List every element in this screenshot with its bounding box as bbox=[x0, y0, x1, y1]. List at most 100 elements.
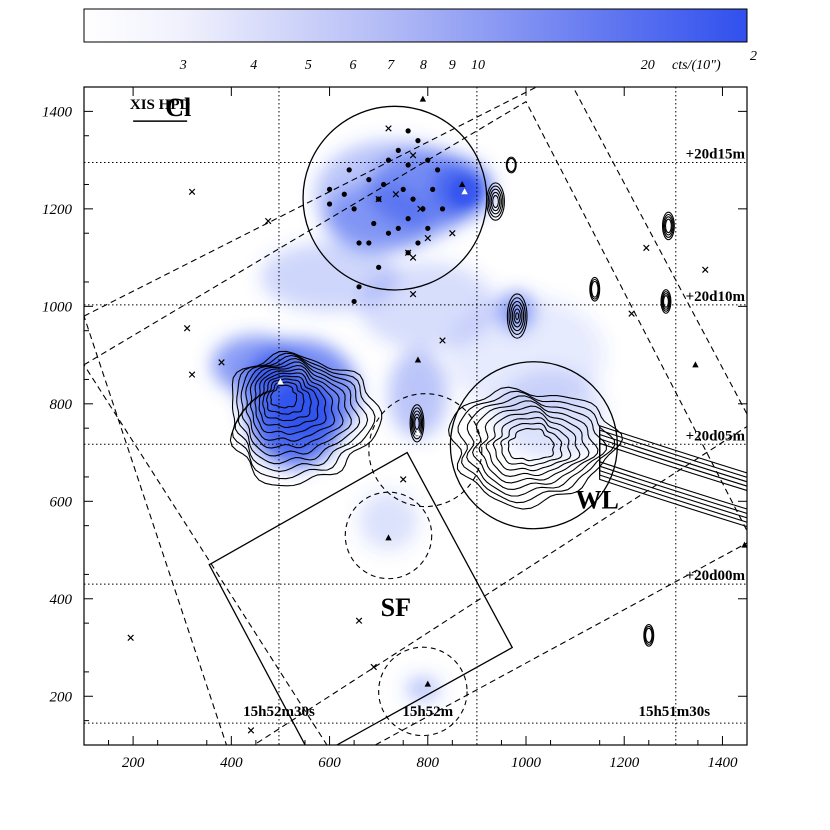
contour-compact-source bbox=[410, 407, 424, 440]
source-cross bbox=[375, 195, 382, 203]
contour-compact-source bbox=[663, 295, 669, 308]
intensity-blob bbox=[388, 349, 448, 439]
source-triangle bbox=[385, 534, 392, 541]
source-dot bbox=[326, 201, 333, 207]
contour-compact-source bbox=[513, 308, 521, 324]
x-tick-label: 1400 bbox=[707, 755, 738, 771]
background-region-circle bbox=[368, 393, 483, 508]
coordinate-grid bbox=[84, 87, 747, 745]
source-cross bbox=[628, 310, 635, 317]
contour-compact-source bbox=[589, 276, 601, 302]
contour-compact-source bbox=[663, 216, 673, 236]
y-tick-label: 600 bbox=[50, 494, 73, 510]
source-dot bbox=[326, 186, 333, 192]
contour-compact-source bbox=[664, 218, 672, 234]
source-triangle-white bbox=[461, 188, 468, 195]
x-tick-label: 1000 bbox=[511, 755, 542, 771]
fov-boundary bbox=[84, 100, 747, 745]
source-cross bbox=[417, 205, 424, 213]
contour-wl-source bbox=[507, 428, 555, 462]
source-cross bbox=[188, 188, 196, 196]
contour-compact-source bbox=[490, 191, 501, 212]
contour-wl-tail bbox=[599, 442, 747, 510]
region-cl-circle bbox=[302, 105, 488, 291]
source-cross bbox=[409, 152, 417, 159]
x-tick-label: 1200 bbox=[609, 755, 640, 771]
y-tick-label: 1400 bbox=[42, 104, 73, 120]
source-dot bbox=[435, 167, 441, 173]
source-triangle bbox=[419, 95, 427, 102]
colorbar-tick-label: 8 bbox=[420, 58, 427, 73]
source-cross bbox=[702, 266, 709, 274]
xis-field-of-view bbox=[84, 87, 747, 745]
source-cross bbox=[392, 191, 400, 198]
contour-compact-source bbox=[643, 623, 655, 647]
contour-compact-source bbox=[644, 627, 653, 644]
contour-compact-source bbox=[409, 404, 425, 443]
source-cross bbox=[409, 290, 417, 298]
dec-label: +20d15m bbox=[686, 147, 746, 163]
ra-label: 15h52m bbox=[402, 704, 453, 720]
contour-compact-source bbox=[662, 213, 674, 238]
contour-wl-source bbox=[478, 405, 590, 484]
colorbar-unit: cts/(10") bbox=[672, 58, 721, 73]
contour-wl-source bbox=[448, 386, 623, 510]
axes: 200 400 600 800 1000 1200 1400 200 400 600 800 1000… bbox=[42, 87, 747, 771]
source-triangle bbox=[692, 361, 699, 368]
contour-compact-source bbox=[506, 157, 516, 173]
source-cross bbox=[643, 244, 650, 252]
fov-boundary bbox=[84, 87, 747, 745]
contour-lines bbox=[229, 156, 747, 647]
source-triangle-white bbox=[414, 429, 422, 436]
contour-wl-tail bbox=[599, 433, 747, 519]
source-dot bbox=[395, 225, 401, 231]
colorbar-tick-label: 6 bbox=[349, 58, 356, 73]
region-label-sf: SF bbox=[381, 593, 411, 622]
colorbar-tick-label: 7 bbox=[387, 58, 395, 73]
source-cross bbox=[399, 476, 407, 483]
source-cross bbox=[409, 254, 417, 261]
hpd-label: XIS HPD bbox=[130, 97, 191, 113]
source-dot bbox=[405, 216, 411, 222]
contour-wl-source bbox=[472, 400, 599, 490]
contour-compact-source bbox=[515, 312, 520, 320]
contour-compact-source bbox=[590, 278, 600, 300]
contour-main-source bbox=[262, 378, 312, 422]
contour-compact-source bbox=[660, 289, 672, 314]
y-tick-label: 1000 bbox=[42, 299, 73, 315]
y-tick-label: 200 bbox=[50, 689, 73, 705]
y-tick-label: 1200 bbox=[42, 202, 73, 218]
contour-main-source bbox=[270, 384, 298, 409]
region-label-cl: Cl bbox=[165, 93, 191, 122]
source-dot bbox=[425, 157, 431, 163]
source-dot bbox=[356, 284, 362, 290]
contour-compact-source bbox=[489, 188, 502, 215]
source-dot bbox=[430, 186, 436, 192]
annotations: Cl WL SF 15h52m30s 15h52m 15h51m30s +20d15m +20… bbox=[130, 93, 746, 720]
contour-wl-source bbox=[457, 390, 616, 504]
contour-main-source bbox=[254, 372, 327, 435]
source-cross bbox=[218, 359, 225, 366]
contour-compact-source bbox=[661, 291, 671, 312]
intensity-blob bbox=[405, 676, 441, 702]
source-dot bbox=[415, 138, 421, 144]
point-sources bbox=[127, 95, 747, 734]
contour-main-source bbox=[231, 352, 376, 480]
x-tick-label: 200 bbox=[122, 755, 145, 771]
source-dot bbox=[385, 230, 392, 236]
source-dot bbox=[405, 162, 411, 168]
dec-label: +20d00m bbox=[686, 568, 746, 584]
colorbar-tick-label: 20 bbox=[641, 58, 655, 73]
source-cross bbox=[127, 634, 134, 641]
contour-wl-tail bbox=[599, 438, 747, 514]
source-triangle bbox=[414, 356, 422, 363]
dec-label: +20d10m bbox=[686, 289, 746, 305]
contour-compact-source bbox=[487, 185, 504, 218]
ra-label: 15h52m30s bbox=[243, 704, 315, 720]
contour-compact-source bbox=[411, 410, 423, 437]
source-cross bbox=[247, 727, 255, 734]
background-region-circle bbox=[344, 491, 433, 580]
source-cross bbox=[183, 325, 191, 332]
colorbar-tick-label: 4 bbox=[250, 58, 257, 73]
